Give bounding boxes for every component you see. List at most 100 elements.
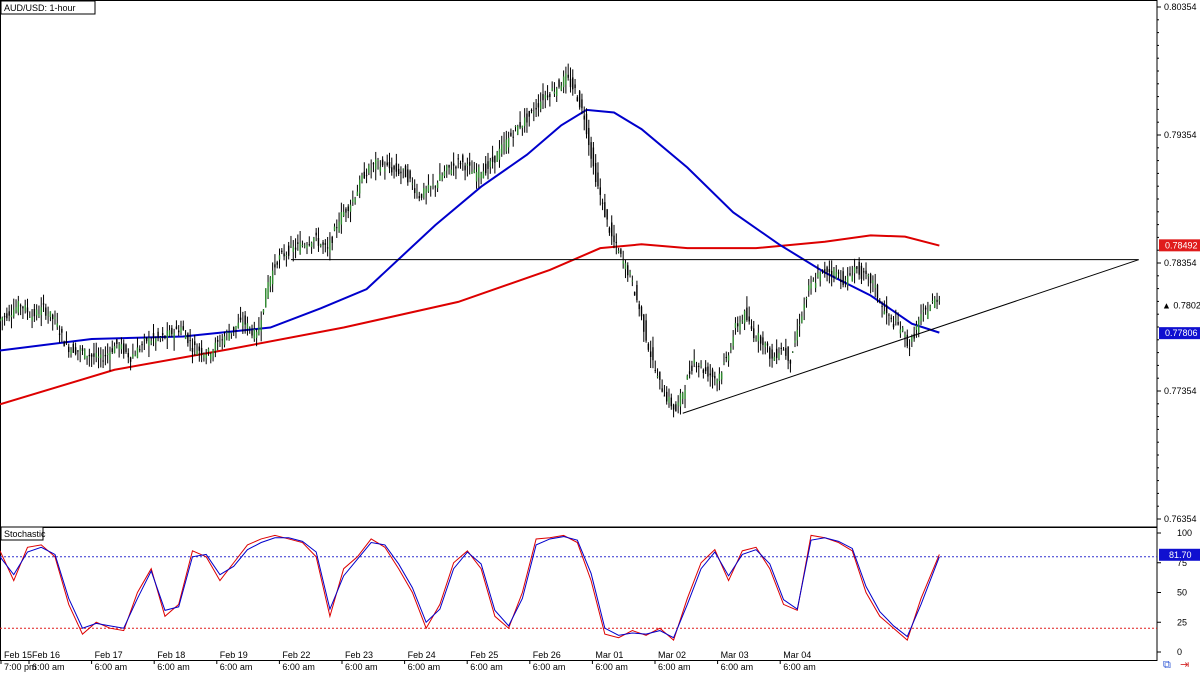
candle-down (707, 366, 709, 377)
candle-up (716, 380, 718, 384)
scroll-to-end-icon[interactable]: ⇥ (1180, 659, 1190, 671)
candle-up (184, 335, 187, 340)
candle-down (33, 309, 36, 317)
chart-title: AUD/USD: 1-hour (4, 3, 76, 13)
candle-down (908, 348, 911, 350)
screenshot-icon[interactable]: ⧉ (1163, 659, 1171, 671)
candle-down (276, 262, 278, 265)
current-price-label-box (1159, 299, 1200, 312)
candle-down (865, 270, 867, 274)
candle-up (798, 324, 801, 326)
time-tick-label: 6:00 am (533, 662, 566, 672)
price-tick-label: 0.78354 (1164, 258, 1197, 268)
candle-up (423, 187, 425, 198)
candle-up (436, 182, 439, 189)
candle-up (168, 330, 171, 336)
candle-down (90, 354, 93, 357)
candle-down (879, 300, 881, 303)
candle-up (304, 245, 306, 247)
candle-down (714, 375, 716, 379)
candle-down (400, 171, 402, 174)
stochastic-title-box (0, 526, 44, 541)
candle-down (297, 242, 299, 244)
candle-up (556, 88, 558, 96)
candle-down (611, 222, 613, 237)
candle-up (883, 311, 886, 315)
candle-up (812, 280, 815, 282)
candle-down (129, 357, 132, 362)
candle-up (230, 332, 233, 334)
candle-down (116, 339, 118, 345)
candle-down (397, 168, 400, 175)
candle-down (8, 311, 10, 316)
candle-up (370, 168, 372, 170)
candle-down (274, 264, 276, 268)
candle-up (743, 310, 746, 324)
candle-down (702, 369, 705, 373)
candle-down (395, 163, 398, 172)
candle-up (205, 354, 207, 359)
candle-down (535, 107, 537, 110)
candle-down (281, 250, 283, 253)
candle-up (118, 344, 120, 350)
candle-up (895, 319, 897, 321)
candle-up (734, 323, 737, 328)
candle-up (402, 168, 404, 170)
candle-down (759, 336, 762, 344)
axis-labels: 0.80354 0.79354 0.78354 0.77354 0.76354 100 75… (4, 2, 1200, 672)
candle-up (446, 165, 448, 171)
candle-down (863, 271, 865, 273)
candle-down (191, 347, 194, 352)
candle-down (141, 343, 143, 346)
candle-up (285, 255, 288, 257)
candle-down (494, 155, 496, 163)
candle-up (757, 332, 760, 342)
candle-up (425, 188, 427, 194)
candle-down (906, 334, 908, 347)
candle-up (833, 268, 835, 276)
candle-down (654, 369, 656, 371)
candle-up (95, 352, 97, 358)
candle-up (1, 317, 3, 321)
current-price-label: ▲ 0.78023 (1162, 300, 1200, 310)
candle-up (49, 311, 52, 318)
candle-down (175, 326, 178, 329)
candle-up (17, 301, 20, 313)
stochastic-tick-label: 100 (1177, 528, 1192, 538)
candle-up (847, 276, 849, 285)
candle-up (301, 244, 304, 246)
candle-down (890, 317, 892, 319)
candle-up (517, 125, 519, 135)
candle-up (533, 112, 535, 114)
candle-up (136, 347, 139, 358)
candle-up (505, 139, 508, 152)
candle-down (647, 343, 650, 350)
candle-down (645, 320, 647, 341)
candle-down (6, 313, 8, 319)
candle-up (368, 165, 370, 173)
candle-up (132, 354, 134, 358)
candle-down (386, 162, 388, 166)
candle-up (489, 160, 491, 167)
candle-up (106, 353, 109, 356)
candle-down (365, 175, 368, 177)
candle-down (691, 365, 693, 372)
candle-down (294, 247, 297, 250)
date-tick-label: Feb 15 (4, 650, 32, 660)
candle-up (629, 272, 631, 275)
candle-down (762, 337, 764, 346)
candle-down (725, 356, 727, 359)
candle-up (258, 326, 260, 335)
stochastic-panel-border (0, 527, 1158, 661)
candle-down (840, 279, 842, 282)
time-tick-label: 6:00 am (783, 662, 816, 672)
candle-up (242, 322, 244, 326)
candle-down (638, 304, 640, 310)
candle-down (127, 352, 130, 358)
candle-up (915, 325, 918, 330)
candle-down (711, 369, 714, 378)
candle-down (830, 270, 833, 276)
candle-up (927, 311, 929, 319)
candle-up (31, 316, 33, 321)
candle-down (672, 404, 675, 410)
